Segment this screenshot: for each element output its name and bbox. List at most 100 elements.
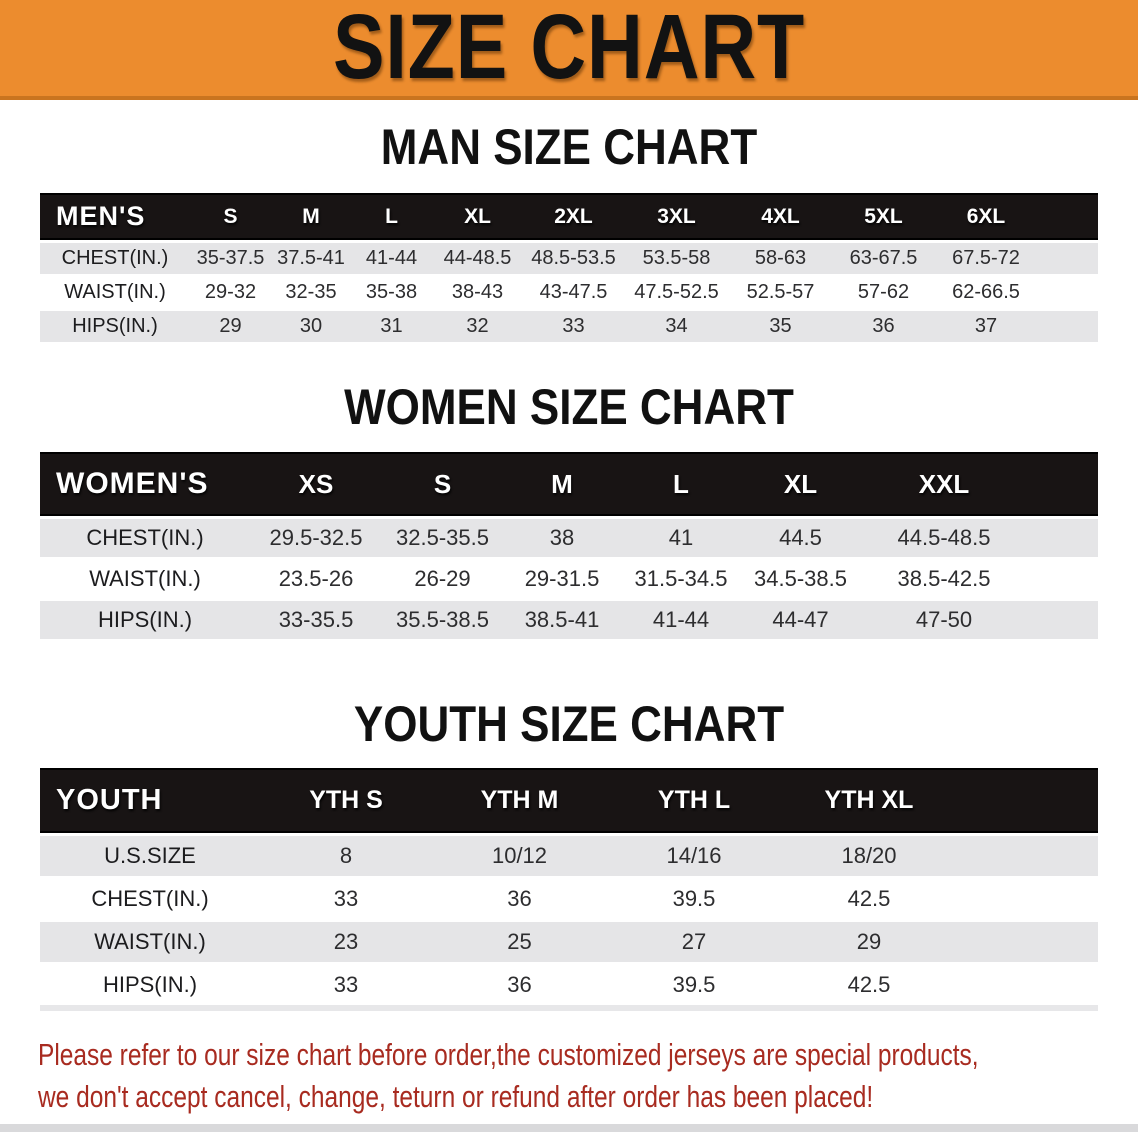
table-header-row: WOMEN'S XS S M L XL XXL <box>40 452 1098 516</box>
row-label: U.S.SIZE <box>40 833 260 876</box>
filler-cell <box>957 876 1098 919</box>
filler-cell <box>1028 516 1098 557</box>
size-cell: 31.5-34.5 <box>621 557 741 598</box>
size-cell: 38-43 <box>432 274 523 308</box>
size-cell: 44-47 <box>741 598 860 639</box>
column-header: S <box>190 193 271 240</box>
table-row: CHEST(IN.) 35-37.5 37.5-41 41-44 44-48.5 48.5… <box>40 240 1098 274</box>
table-row: WAIST(IN.) 23.5-26 26-29 29-31.5 31.5-34.5 34… <box>40 557 1098 598</box>
column-header: 4XL <box>729 193 832 240</box>
filler-cell <box>957 768 1098 833</box>
column-header: 6XL <box>935 193 1037 240</box>
size-cell: 8 <box>260 833 432 876</box>
table-header-row: YOUTH YTH S YTH M YTH L YTH XL <box>40 768 1098 833</box>
men-size-table: MEN'S S M L XL 2XL 3XL 4XL 5XL 6XL CHEST(IN.) 35-37… <box>40 193 1098 342</box>
filler-cell <box>957 962 1098 1005</box>
size-cell: 14/16 <box>607 833 781 876</box>
size-cell: 42.5 <box>781 876 957 919</box>
size-cell: 35 <box>729 308 832 342</box>
filler-cell <box>1037 193 1098 240</box>
size-cell: 32-35 <box>271 274 351 308</box>
size-cell: 18/20 <box>781 833 957 876</box>
size-cell: 36 <box>432 962 607 1005</box>
size-cell: 33-35.5 <box>250 598 382 639</box>
size-cell: 36 <box>432 876 607 919</box>
youth-size-table: YOUTH YTH S YTH M YTH L YTH XL U.S.SIZE 8 10/12… <box>40 768 1098 1011</box>
size-cell: 32.5-35.5 <box>382 516 503 557</box>
filler-cell <box>1028 557 1098 598</box>
size-cell: 53.5-58 <box>624 240 729 274</box>
size-cell: 41-44 <box>351 240 432 274</box>
column-header: YTH XL <box>781 768 957 833</box>
table-row: WAIST(IN.) 29-32 32-35 35-38 38-43 43-47.5 47.… <box>40 274 1098 308</box>
size-cell: 41 <box>621 516 741 557</box>
size-cell: 41-44 <box>621 598 741 639</box>
men-section-heading: MAN SIZE CHART <box>380 119 758 175</box>
size-table: WOMEN'S XS S M L XL XXL CHEST(IN.) 29.5-32.5 32.5… <box>40 452 1098 639</box>
table-row: HIPS(IN.) 33 36 39.5 42.5 <box>40 962 1098 1005</box>
section-women: WOMEN SIZE CHART WOMEN'S XS S M L XL XXL CHEST(… <box>40 378 1098 639</box>
column-header: L <box>351 193 432 240</box>
size-cell: 33 <box>260 962 432 1005</box>
column-header: XXL <box>860 452 1028 516</box>
bottom-bar <box>0 1124 1138 1132</box>
table-header-label: YOUTH <box>40 768 260 833</box>
size-cell: 23.5-26 <box>250 557 382 598</box>
column-header: M <box>271 193 351 240</box>
size-cell: 29 <box>190 308 271 342</box>
size-cell: 33 <box>523 308 624 342</box>
size-cell: 48.5-53.5 <box>523 240 624 274</box>
women-section-heading: WOMEN SIZE CHART <box>344 379 794 435</box>
size-cell: 36 <box>832 308 935 342</box>
size-cell: 37 <box>935 308 1037 342</box>
column-header: XL <box>741 452 860 516</box>
youth-section-heading: YOUTH SIZE CHART <box>353 696 785 752</box>
size-cell: 38 <box>503 516 621 557</box>
row-label: HIPS(IN.) <box>40 598 250 639</box>
filler-cell <box>1037 308 1098 342</box>
row-label: HIPS(IN.) <box>40 962 260 1005</box>
disclaimer-line-2: we don't accept cancel, change, teturn o… <box>38 1079 874 1114</box>
size-cell: 67.5-72 <box>935 240 1037 274</box>
table-header-row: MEN'S S M L XL 2XL 3XL 4XL 5XL 6XL <box>40 193 1098 240</box>
size-cell: 35-37.5 <box>190 240 271 274</box>
column-header: M <box>503 452 621 516</box>
disclaimer-line-1: Please refer to our size chart before or… <box>38 1037 979 1072</box>
size-cell: 30 <box>271 308 351 342</box>
table-row: HIPS(IN.) 29 30 31 32 33 34 35 36 37 <box>40 308 1098 342</box>
size-cell: 25 <box>432 919 607 962</box>
size-cell: 47-50 <box>860 598 1028 639</box>
filler-cell <box>1037 274 1098 308</box>
table-row: U.S.SIZE 8 10/12 14/16 18/20 <box>40 833 1098 876</box>
size-cell: 37.5-41 <box>271 240 351 274</box>
banner-title: SIZE CHART <box>332 0 806 98</box>
column-header: YTH L <box>607 768 781 833</box>
size-table: YOUTH YTH S YTH M YTH L YTH XL U.S.SIZE 8 10/12… <box>40 768 1098 1011</box>
size-cell: 44-48.5 <box>432 240 523 274</box>
column-header: S <box>382 452 503 516</box>
size-cell: 44.5 <box>741 516 860 557</box>
size-cell: 38.5-41 <box>503 598 621 639</box>
women-size-table: WOMEN'S XS S M L XL XXL CHEST(IN.) 29.5-32.5 32.5… <box>40 452 1098 639</box>
filler-cell <box>957 919 1098 962</box>
size-cell: 44.5-48.5 <box>860 516 1028 557</box>
size-cell: 33 <box>260 876 432 919</box>
size-cell: 43-47.5 <box>523 274 624 308</box>
row-label: WAIST(IN.) <box>40 557 250 598</box>
row-label: HIPS(IN.) <box>40 308 190 342</box>
size-cell: 38.5-42.5 <box>860 557 1028 598</box>
table-row: HIPS(IN.) 33-35.5 35.5-38.5 38.5-41 41-44 44-… <box>40 598 1098 639</box>
size-cell: 47.5-52.5 <box>624 274 729 308</box>
size-chart-banner: SIZE CHART <box>0 0 1138 100</box>
size-cell: 35-38 <box>351 274 432 308</box>
filler-cell <box>957 833 1098 876</box>
size-cell: 34.5-38.5 <box>741 557 860 598</box>
size-cell: 34 <box>624 308 729 342</box>
table-header-label: MEN'S <box>40 193 190 240</box>
size-cell: 42.5 <box>781 962 957 1005</box>
size-cell: 39.5 <box>607 876 781 919</box>
row-label: CHEST(IN.) <box>40 516 250 557</box>
size-cell: 39.5 <box>607 962 781 1005</box>
row-label: WAIST(IN.) <box>40 274 190 308</box>
